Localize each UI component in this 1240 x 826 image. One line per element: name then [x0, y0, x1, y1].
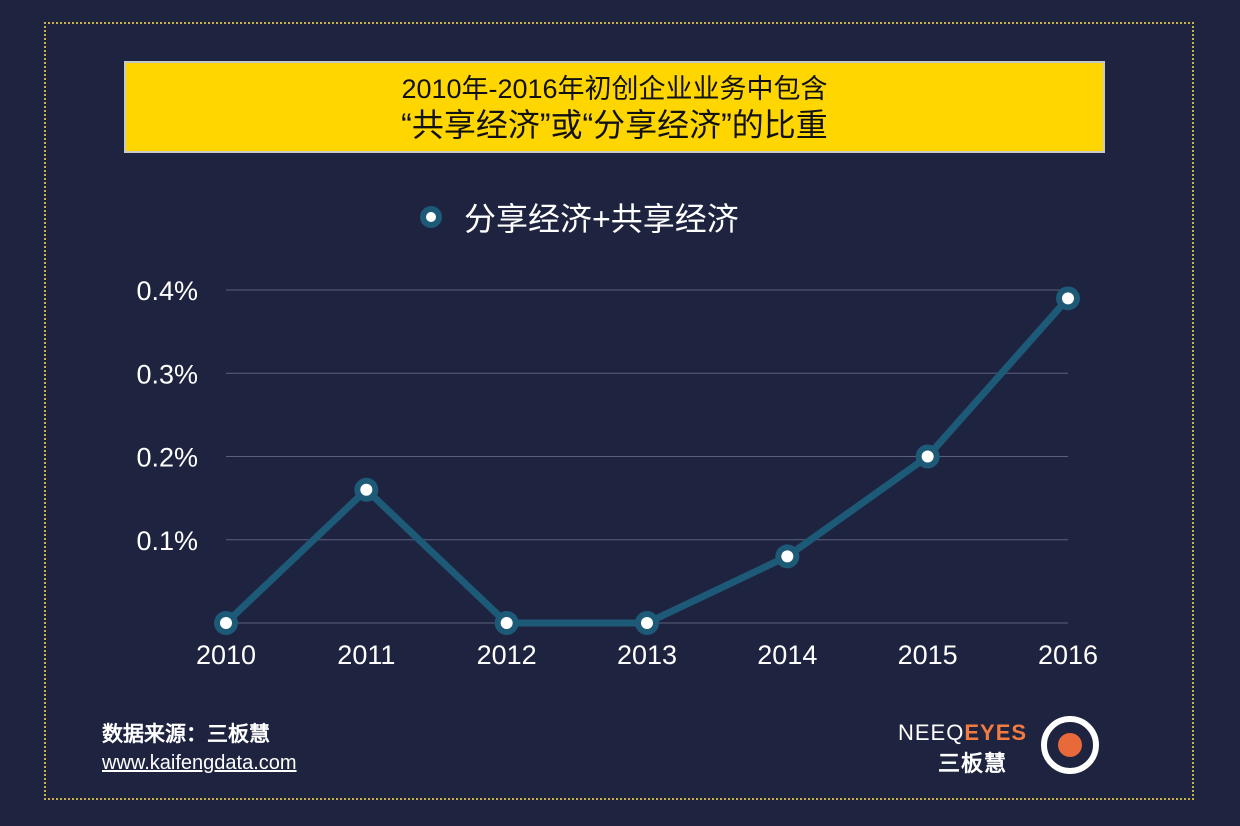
- dotted-frame: [44, 22, 1194, 800]
- brand-sub: 三板慧: [938, 751, 1008, 776]
- brand-logo: NEEQEYES 三板慧: [898, 716, 1108, 776]
- chart-title-box: 2010年-2016年初创企业业务中包含 “共享经济”或“分享经济”的比重: [124, 61, 1105, 153]
- x-tick-label: 2012: [477, 640, 537, 670]
- data-point: [641, 617, 653, 629]
- brand-name-part2: EYES: [964, 720, 1028, 745]
- eye-logo-dot: [1058, 733, 1082, 757]
- brand-name: NEEQEYES: [898, 720, 1027, 746]
- series-line: [222, 294, 1072, 627]
- chart-title-line1: 2010年-2016年初创企业业务中包含: [401, 74, 828, 104]
- data-point: [220, 617, 232, 629]
- x-tick-label: 2016: [1038, 640, 1098, 670]
- x-tick-label: 2010: [196, 640, 256, 670]
- brand-name-part1: NEEQ: [898, 720, 965, 745]
- legend-label: 分享经济+共享经济: [464, 201, 739, 237]
- data-point: [781, 550, 794, 563]
- eye-logo-icon: [1041, 716, 1099, 774]
- data-point: [500, 617, 513, 629]
- y-tick-label: 0.2%: [136, 443, 198, 473]
- x-tick-label: 2011: [337, 640, 395, 670]
- data-source: 数据来源：三板慧: [102, 723, 270, 746]
- x-tick-label: 2013: [617, 640, 677, 670]
- legend: 分享经济+共享经济: [420, 195, 739, 239]
- x-tick-label: 2014: [757, 640, 817, 670]
- x-tick-label: 2015: [898, 640, 958, 670]
- y-tick-label: 0.3%: [136, 359, 198, 389]
- data-point: [1062, 292, 1074, 305]
- y-tick-label: 0.1%: [136, 526, 198, 556]
- chart-title-line2: “共享经济”或“分享经济”的比重: [401, 107, 828, 143]
- data-point: [921, 450, 934, 463]
- y-tick-label: 0.4%: [136, 276, 198, 306]
- source-link[interactable]: www.kaifengdata.com: [102, 752, 297, 774]
- legend-marker-icon: [420, 206, 442, 228]
- data-point: [360, 483, 373, 496]
